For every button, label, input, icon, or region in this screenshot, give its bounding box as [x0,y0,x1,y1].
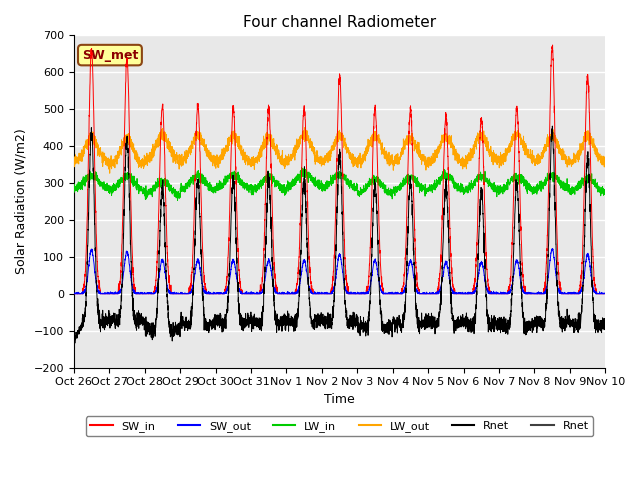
Rnet [320,319,328,324]
LW_in [173,198,181,204]
LW_out [301,125,308,131]
SW_in [548,42,556,48]
LW_out [166,147,173,153]
Rnet [70,340,77,346]
SW_in [166,284,173,290]
Rnet [602,319,609,324]
Line: SW_out: SW_out [74,249,605,294]
Rnet [429,315,437,321]
Legend: SW_in, SW_out, LW_in, LW_out, Rnet, Rnet: SW_in, SW_out, LW_in, LW_out, Rnet, Rnet [86,416,593,436]
Title: Four channel Radiometer: Four channel Radiometer [243,15,436,30]
SW_out [602,291,609,297]
Line: LW_out: LW_out [74,128,605,173]
LW_out [489,152,497,157]
SW_out [70,291,77,297]
LW_out [106,170,113,176]
SW_out [601,291,609,297]
LW_in [459,187,467,192]
SW_out [166,291,173,297]
LW_out [70,159,77,165]
LW_in [320,182,328,188]
Rnet [489,321,497,326]
LW_out [601,156,609,162]
SW_in [489,291,497,297]
SW_in [602,291,609,297]
LW_out [602,159,609,165]
SW_out [70,291,77,297]
SW_out [429,290,437,296]
Line: SW_in: SW_in [74,45,605,294]
Rnet [601,326,609,332]
SW_out [459,289,467,295]
Rnet [71,340,79,346]
SW_in [459,291,467,297]
SW_in [429,291,437,297]
LW_in [70,185,77,191]
SW_out [489,291,497,297]
SW_in [70,291,77,297]
LW_out [429,159,437,165]
LW_in [489,187,497,192]
Rnet [166,322,173,327]
SW_out [320,291,328,297]
X-axis label: Time: Time [324,393,355,406]
Rnet [459,321,467,326]
Text: SW_met: SW_met [82,48,138,61]
LW_in [601,192,609,198]
LW_out [459,166,467,172]
SW_out [549,246,557,252]
SW_in [601,291,609,297]
Line: Rnet: Rnet [74,126,605,343]
LW_in [166,183,173,189]
Rnet [548,123,556,129]
SW_in [319,291,327,297]
LW_out [320,159,328,165]
Y-axis label: Solar Radiation (W/m2): Solar Radiation (W/m2) [15,129,28,275]
LW_in [429,186,437,192]
LW_in [298,165,305,170]
LW_in [602,187,609,193]
Line: LW_in: LW_in [74,168,605,201]
